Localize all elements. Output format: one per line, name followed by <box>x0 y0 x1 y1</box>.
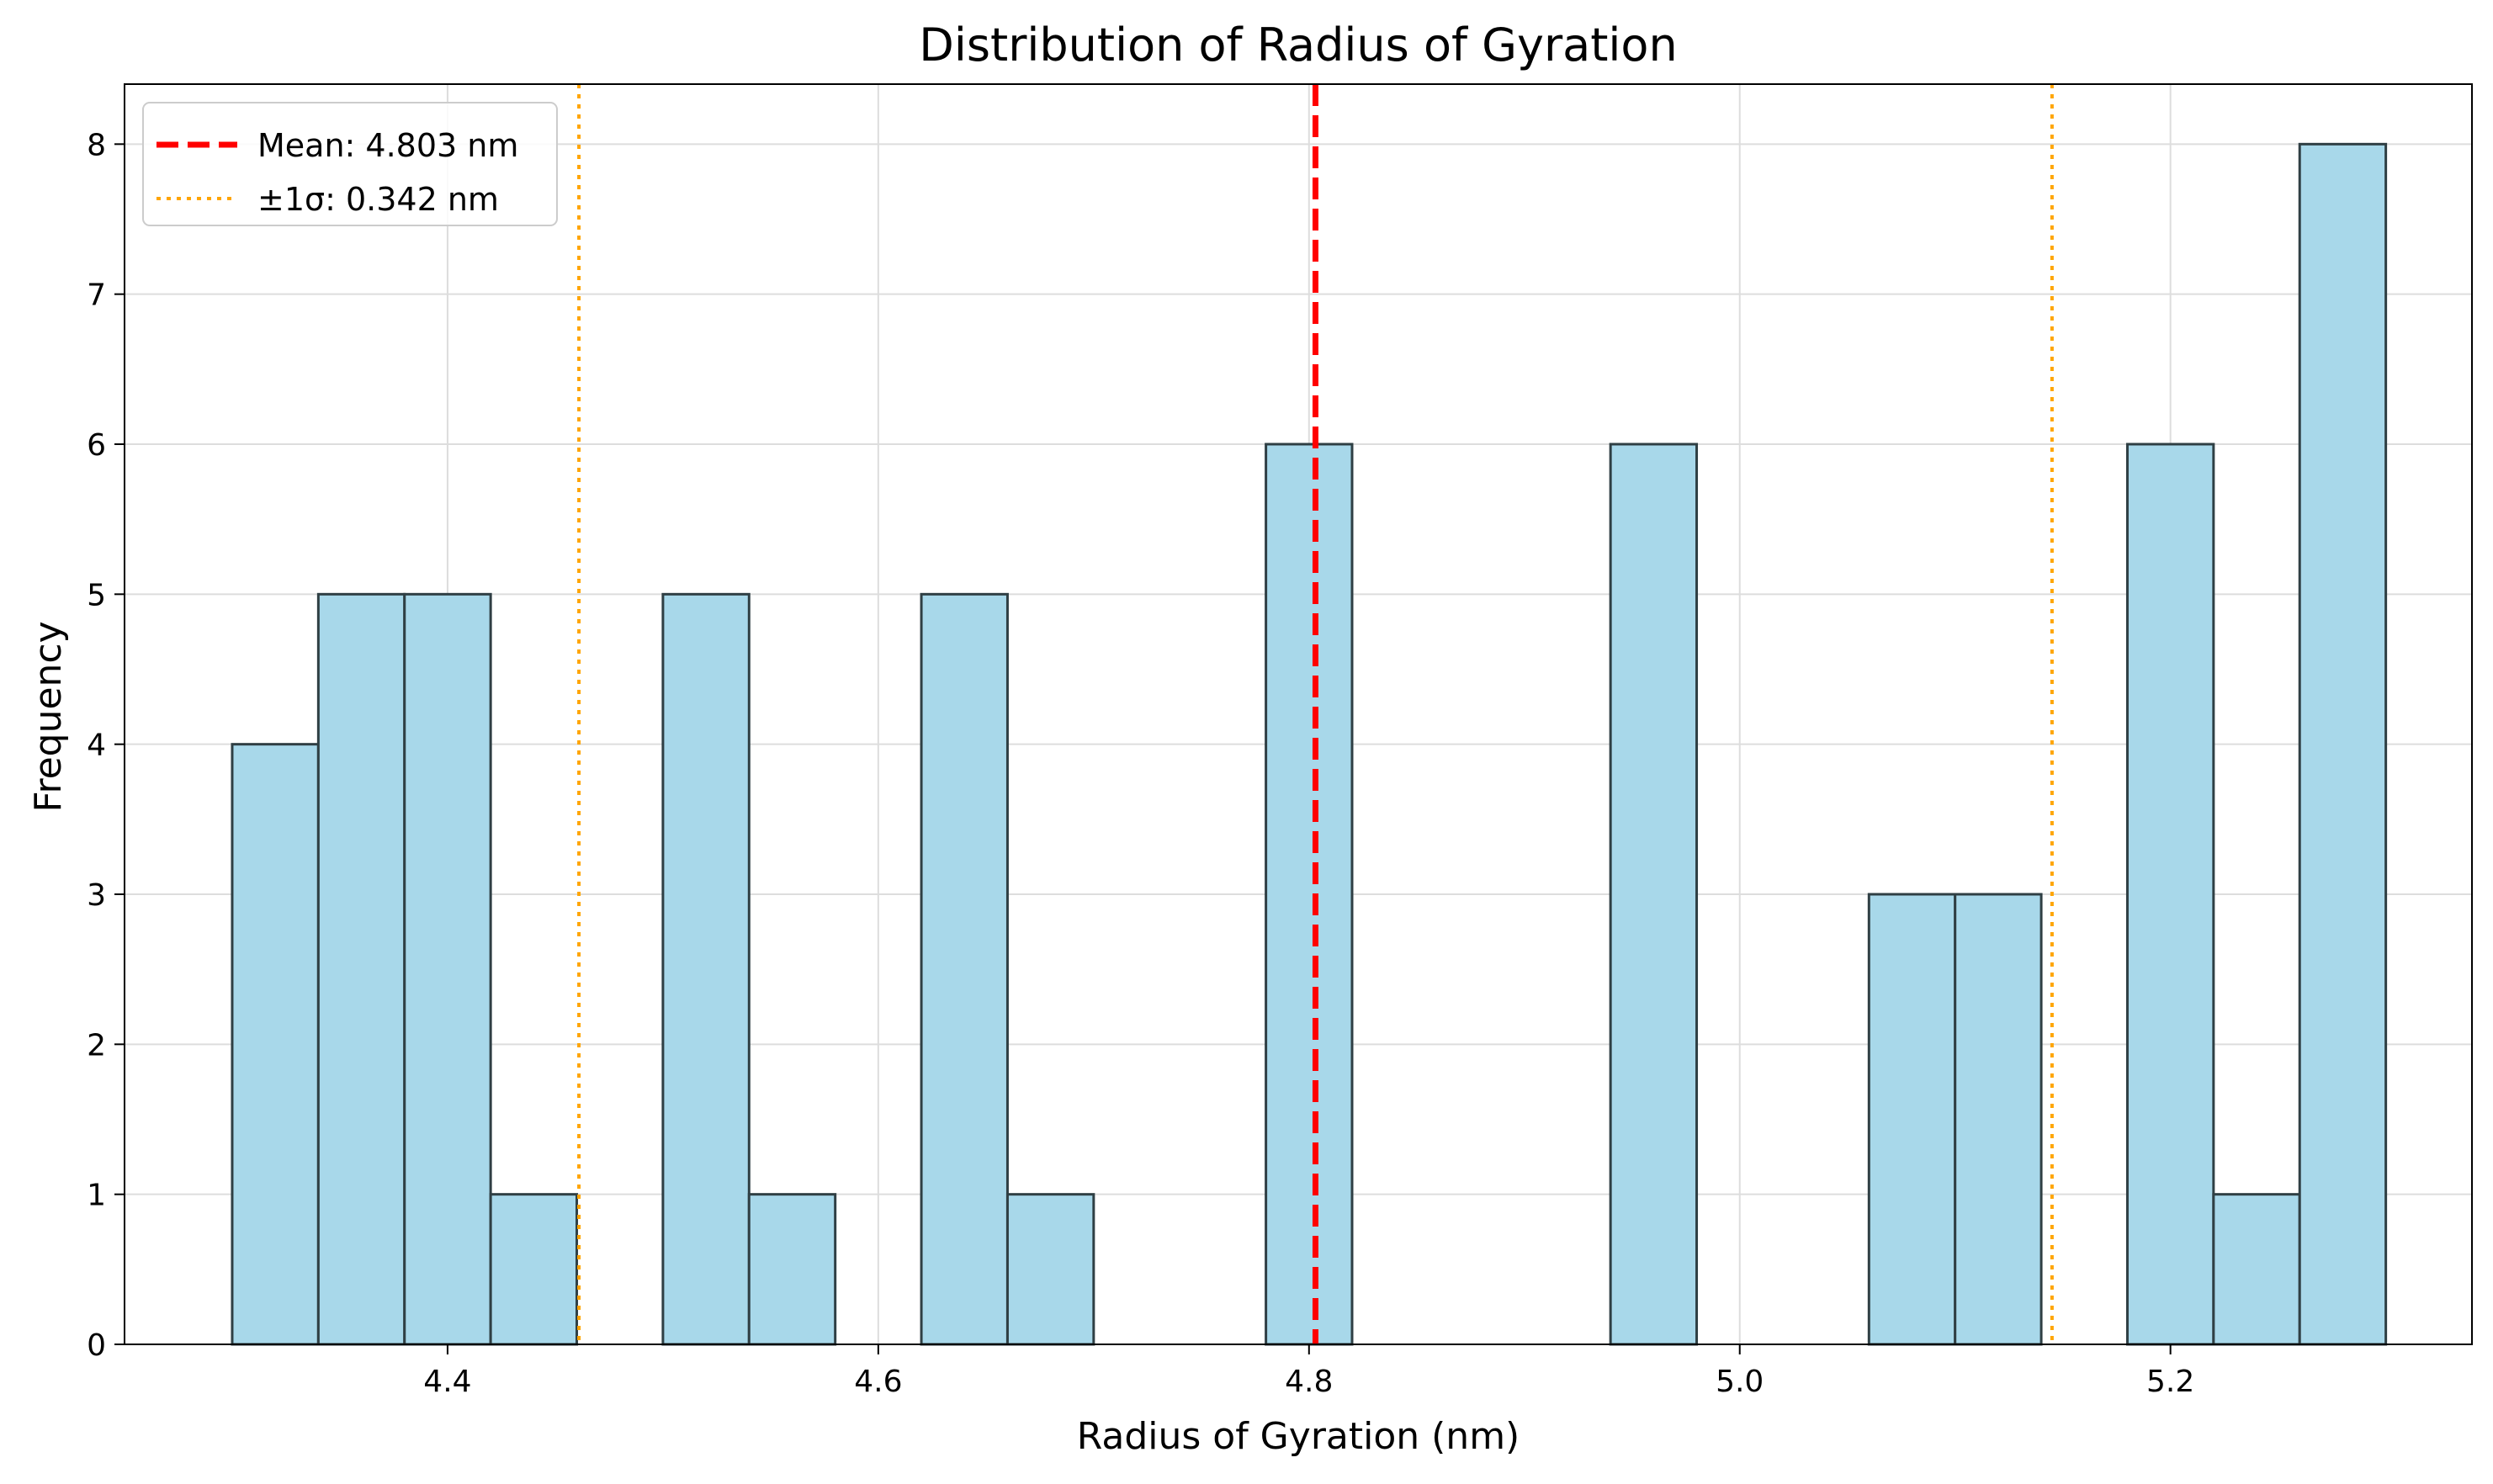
histogram-bar <box>661 592 751 1346</box>
y-tick-label: 4 <box>87 729 106 763</box>
legend-entry-label: ±1σ: 0.342 nm <box>257 181 499 218</box>
y-tick-label: 8 <box>87 128 106 162</box>
y-tick-label: 5 <box>87 578 106 612</box>
x-tick-label: 4.4 <box>423 1365 471 1399</box>
chart-title: Distribution of Radius of Gyration <box>919 19 1677 72</box>
legend-box <box>142 102 558 226</box>
y-tick-label: 2 <box>87 1028 106 1063</box>
histogram-bar <box>1867 893 1957 1346</box>
axis-ticks: 4.4 4.6 4.8 5.0 5.2 0 1 2 3 4 5 6 7 8 <box>87 128 2194 1399</box>
x-tick-label: 5.2 <box>2146 1365 2194 1399</box>
histogram-bar <box>231 743 320 1346</box>
plot-frame <box>124 83 2473 1345</box>
histogram-bar <box>2125 443 2215 1346</box>
histogram-bar <box>747 1193 837 1346</box>
legend-entry-label: Mean: 4.803 nm <box>257 127 518 164</box>
x-tick-label: 4.6 <box>854 1365 902 1399</box>
y-tick-label: 6 <box>87 428 106 463</box>
y-tick-label: 3 <box>87 878 106 913</box>
histogram-bar <box>920 592 1009 1346</box>
histogram-bar <box>1954 893 2043 1346</box>
x-axis-label: Radius of Gyration (nm) <box>1077 1415 1520 1458</box>
y-tick-label: 0 <box>87 1328 106 1363</box>
x-tick-label: 5.0 <box>1716 1365 1764 1399</box>
histogram-bar <box>2212 1193 2301 1346</box>
y-axis-label: Frequency <box>27 621 70 812</box>
histogram-bar <box>2298 142 2388 1346</box>
histogram-bar <box>1609 443 1699 1346</box>
histogram-bar <box>489 1193 579 1346</box>
histogram-bar <box>403 592 492 1346</box>
legend: Mean: 4.803 nm ±1σ: 0.342 nm <box>142 102 558 226</box>
histogram-bar <box>316 592 406 1346</box>
y-tick-label: 1 <box>87 1179 106 1213</box>
x-tick-label: 4.8 <box>1285 1365 1333 1399</box>
bars <box>231 142 2388 1346</box>
histogram-bar <box>1265 443 1354 1346</box>
reference-lines <box>577 84 2054 1344</box>
y-tick-label: 7 <box>87 278 106 313</box>
histogram-bar <box>1005 1193 1095 1346</box>
